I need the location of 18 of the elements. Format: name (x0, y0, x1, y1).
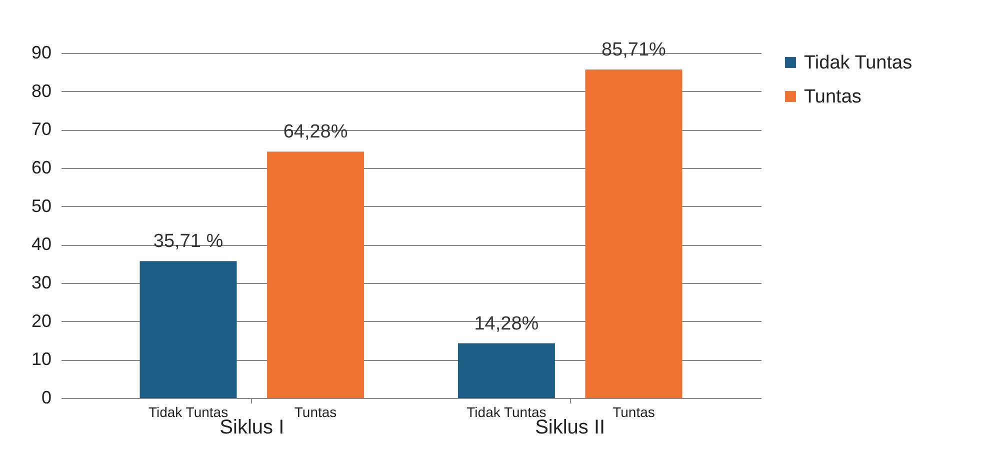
y-tick-label: 60 (31, 158, 52, 178)
y-tick-label: 0 (41, 388, 52, 408)
bar (267, 152, 364, 398)
y-tick-label: 80 (31, 80, 52, 101)
text: Tuntas (294, 404, 337, 420)
y-tick-label: 10 (31, 349, 52, 370)
bar (585, 69, 682, 398)
y-tick-label: 30 (31, 272, 52, 292)
y-tick-label: 40 (31, 234, 52, 254)
legend-label: Tuntas (804, 86, 862, 108)
y-tick-label: 70 (31, 119, 52, 140)
text: Tuntas (612, 404, 655, 420)
y-tick-label: 50 (31, 196, 52, 216)
legend-label: Tidak Tuntas (804, 52, 912, 74)
bar (140, 261, 237, 398)
y-tick-label: 20 (31, 310, 52, 331)
y-tick-label: 90 (31, 42, 52, 62)
bar (458, 343, 555, 398)
